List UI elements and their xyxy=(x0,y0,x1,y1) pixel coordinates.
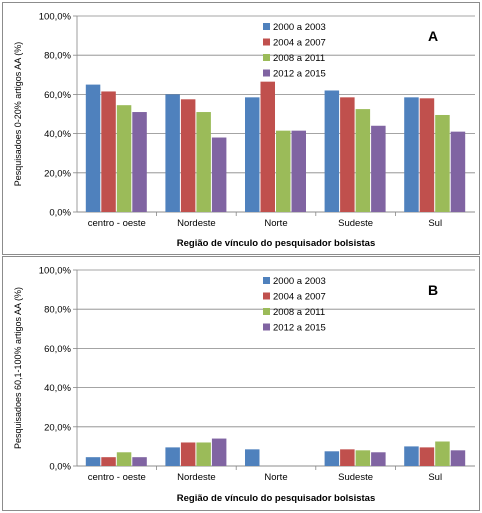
legend-swatch xyxy=(263,54,270,61)
bar xyxy=(132,112,147,212)
y-tick-label: 60,0% xyxy=(44,90,71,101)
y-tick-label: 80,0% xyxy=(44,305,71,316)
chart-panel-a: 0,0% 20,0% 40,0% 60,0% 80,0% 100,0% centro - o… xyxy=(2,2,480,255)
legend-label: 2004 a 2007 xyxy=(273,38,326,49)
y-axis-label: Pesquisadoes 60,1-100% artigos AA (%) xyxy=(13,287,23,449)
bar xyxy=(101,457,116,466)
y-axis-label: Pesquisadoes 0-20% artigos AA (%) xyxy=(13,42,23,187)
legend-label: 2008 a 2011 xyxy=(273,307,325,318)
bar xyxy=(211,438,227,466)
y-tick-label: 40,0% xyxy=(44,383,71,394)
x-tick-label: centro - oeste xyxy=(88,472,146,483)
x-tick-label: Nordeste xyxy=(177,472,216,483)
legend-swatch xyxy=(263,292,270,300)
x-axis-label: Região de vínculo do pesquisador bolsist… xyxy=(177,493,375,504)
x-tick-label: Sul xyxy=(428,472,442,483)
bar xyxy=(132,457,147,466)
bar xyxy=(245,449,260,466)
bar xyxy=(211,137,227,212)
bar xyxy=(340,449,355,466)
bar xyxy=(180,442,196,466)
bar xyxy=(85,84,101,212)
bar xyxy=(101,91,116,212)
legend-swatch xyxy=(263,23,270,30)
bar xyxy=(324,90,340,212)
legend-label: 2012 a 2015 xyxy=(273,323,326,334)
y-tick-label: 0,0% xyxy=(49,462,71,473)
legend-swatch xyxy=(263,323,270,331)
bar xyxy=(355,109,371,212)
legend-swatch xyxy=(263,69,270,77)
bar xyxy=(165,447,180,466)
bar xyxy=(419,447,435,466)
y-tick-label: 60,0% xyxy=(44,344,71,355)
panel-label: A xyxy=(428,28,438,44)
x-axis-label: Região de vínculo do pesquisador bolsist… xyxy=(177,238,375,249)
y-tick-label: 0,0% xyxy=(49,208,71,219)
chart-b-svg: 0,0% 20,0% 40,0% 60,0% 80,0% 100,0% centro - o… xyxy=(13,266,475,504)
y-tick-label: 40,0% xyxy=(44,129,71,140)
bar xyxy=(355,450,371,466)
bar xyxy=(435,441,450,466)
bar xyxy=(340,97,355,212)
bar xyxy=(116,105,132,212)
chart-a-svg: 0,0% 20,0% 40,0% 60,0% 80,0% 100,0% centro - o… xyxy=(13,12,475,249)
bar xyxy=(450,450,466,466)
bar xyxy=(245,97,260,212)
y-tick-label: 100,0% xyxy=(39,266,72,277)
bar xyxy=(419,98,435,212)
x-tick-label: Sudeste xyxy=(338,218,373,229)
legend-swatch xyxy=(263,277,270,284)
legend-label: 2000 a 2003 xyxy=(273,276,326,287)
chart-panel-b: 0,0% 20,0% 40,0% 60,0% 80,0% 100,0% centro - o… xyxy=(2,256,480,511)
y-tick-label: 80,0% xyxy=(44,51,71,62)
bar xyxy=(324,451,340,466)
panel-label: B xyxy=(428,282,438,298)
bar xyxy=(450,131,466,212)
y-tick-label: 100,0% xyxy=(39,12,72,23)
x-tick-label: centro - oeste xyxy=(88,218,146,229)
bar xyxy=(371,125,386,212)
legend-swatch xyxy=(263,38,270,46)
bar xyxy=(180,99,196,212)
x-tick-label: Sul xyxy=(428,218,442,229)
legend-label: 2012 a 2015 xyxy=(273,69,326,80)
bar xyxy=(196,112,211,212)
x-tick-label: Nordeste xyxy=(177,218,216,229)
bar xyxy=(435,114,450,212)
bar xyxy=(371,452,386,466)
legend-swatch xyxy=(263,308,270,315)
y-tick-label: 20,0% xyxy=(44,168,71,179)
legend-label: 2008 a 2011 xyxy=(273,53,325,64)
bar xyxy=(260,81,275,212)
x-tick-label: Norte xyxy=(264,218,287,229)
legend-label: 2004 a 2007 xyxy=(273,292,326,303)
bar xyxy=(276,130,291,212)
bar xyxy=(404,97,419,212)
x-tick-label: Norte xyxy=(264,472,287,483)
bar xyxy=(85,457,101,466)
bar xyxy=(165,94,180,212)
legend-label: 2000 a 2003 xyxy=(273,22,326,33)
y-tick-label: 20,0% xyxy=(44,422,71,433)
bar xyxy=(404,446,419,466)
x-tick-label: Sudeste xyxy=(338,472,373,483)
bar xyxy=(291,130,306,212)
bar xyxy=(196,442,211,466)
bar xyxy=(116,452,132,466)
